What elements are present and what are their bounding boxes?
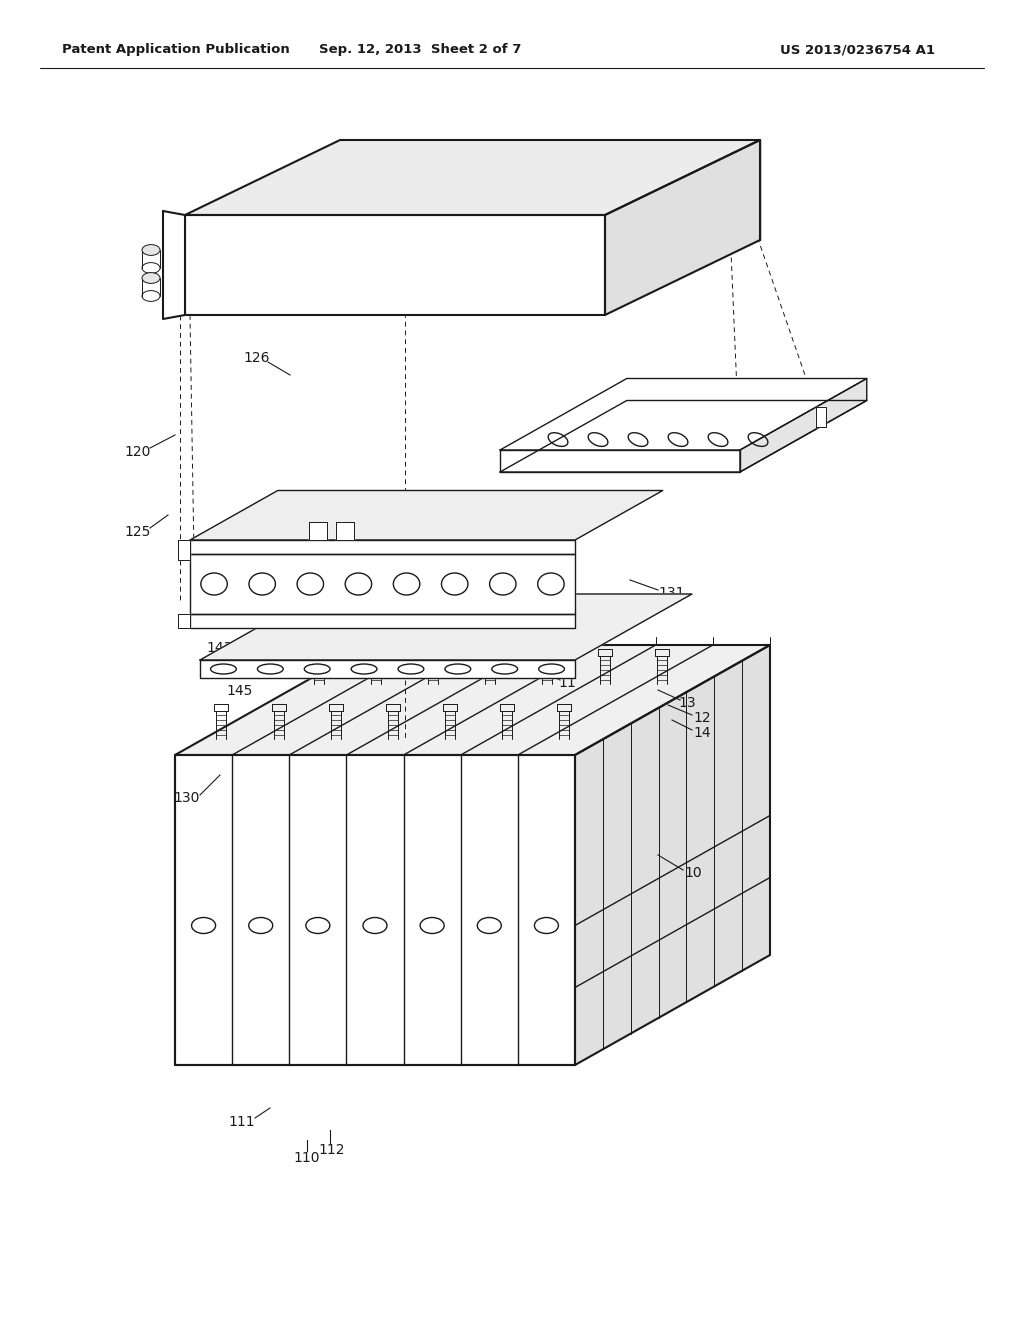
- Text: 131: 131: [658, 586, 685, 601]
- Text: 141: 141: [389, 614, 416, 628]
- Text: FIG. 2: FIG. 2: [361, 149, 435, 172]
- Text: 11: 11: [558, 676, 575, 690]
- Polygon shape: [336, 521, 354, 540]
- Polygon shape: [200, 594, 692, 660]
- Polygon shape: [500, 450, 740, 473]
- Text: 130: 130: [174, 791, 200, 805]
- Text: US 2013/0236754 A1: US 2013/0236754 A1: [780, 44, 935, 57]
- Text: 122: 122: [599, 244, 626, 257]
- Polygon shape: [500, 400, 866, 473]
- Text: 13: 13: [678, 696, 696, 710]
- Polygon shape: [190, 491, 663, 540]
- Text: 111: 111: [228, 1115, 255, 1129]
- Polygon shape: [178, 614, 190, 628]
- Polygon shape: [175, 755, 575, 1065]
- Polygon shape: [190, 614, 575, 628]
- Polygon shape: [185, 140, 760, 215]
- Text: 10: 10: [684, 866, 701, 880]
- Polygon shape: [340, 140, 760, 240]
- Text: 120: 120: [125, 445, 152, 459]
- Polygon shape: [190, 554, 575, 614]
- Polygon shape: [816, 407, 826, 428]
- Ellipse shape: [142, 244, 160, 255]
- Polygon shape: [200, 660, 575, 678]
- Text: 143: 143: [207, 642, 233, 655]
- Polygon shape: [178, 540, 190, 560]
- Text: 142: 142: [644, 411, 670, 425]
- Polygon shape: [309, 521, 328, 540]
- Text: 145: 145: [226, 684, 253, 698]
- Text: 14: 14: [693, 726, 711, 741]
- Text: 110: 110: [294, 1151, 321, 1166]
- Text: Sep. 12, 2013  Sheet 2 of 7: Sep. 12, 2013 Sheet 2 of 7: [318, 44, 521, 57]
- Text: Patent Application Publication: Patent Application Publication: [62, 44, 290, 57]
- Polygon shape: [163, 211, 185, 319]
- Text: 146: 146: [356, 544, 383, 558]
- Polygon shape: [500, 379, 866, 450]
- Polygon shape: [740, 379, 866, 473]
- Text: 12: 12: [693, 711, 711, 725]
- Text: 125: 125: [125, 525, 152, 539]
- Text: 126: 126: [244, 351, 270, 366]
- Polygon shape: [605, 140, 760, 315]
- Ellipse shape: [142, 273, 160, 284]
- Text: 121: 121: [403, 227, 430, 242]
- Polygon shape: [185, 215, 605, 315]
- Polygon shape: [575, 645, 770, 1065]
- Text: 140: 140: [217, 667, 243, 680]
- Polygon shape: [175, 645, 770, 755]
- Polygon shape: [190, 540, 575, 554]
- Text: 112: 112: [318, 1143, 345, 1158]
